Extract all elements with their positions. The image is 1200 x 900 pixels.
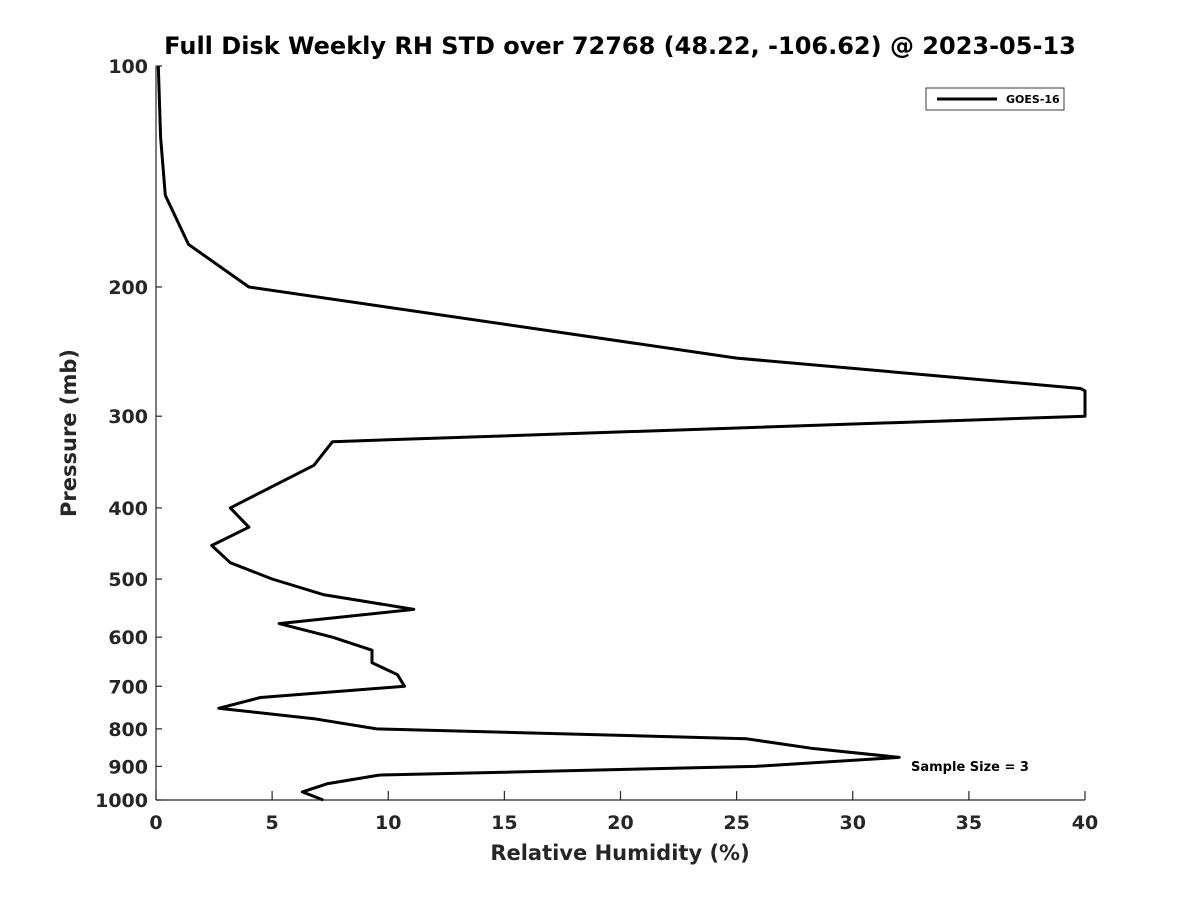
x-tick-label: 15 [491, 812, 517, 834]
x-tick-label: 35 [956, 812, 982, 834]
x-axis-label: Relative Humidity (%) [490, 841, 749, 865]
y-tick-label: 800 [108, 719, 148, 741]
x-tick-label: 0 [149, 812, 162, 834]
legend-label: GOES-16 [1006, 93, 1060, 106]
x-tick-label: 10 [375, 812, 401, 834]
legend: GOES-16 [925, 87, 1065, 111]
y-tick-label: 300 [108, 406, 148, 428]
y-axis-label: Pressure (mb) [57, 349, 81, 517]
chart-title: Full Disk Weekly RH STD over 72768 (48.2… [164, 32, 1076, 60]
y-tick-label: 600 [108, 627, 148, 649]
x-tick-label: 20 [607, 812, 633, 834]
x-tick-label: 40 [1072, 812, 1098, 834]
x-tick-label: 30 [840, 812, 866, 834]
y-tick-label: 400 [108, 498, 148, 520]
y-tick-label: 200 [108, 277, 148, 299]
x-ticks: 0 5 10 15 20 25 30 35 40 [149, 791, 1098, 834]
y-tick-label: 100 [108, 56, 148, 78]
series-layer [156, 65, 1087, 802]
y-ticks: 100 200 300 400 500 600 700 800 900 1000 [95, 56, 162, 812]
y-tick-label: 500 [108, 569, 148, 591]
x-tick-label: 5 [266, 812, 279, 834]
x-tick-label: 25 [723, 812, 749, 834]
plot-area: 0 5 10 15 20 25 30 35 40 100 200 300 400 500 600 700 80… [95, 56, 1098, 834]
y-tick-label: 1000 [95, 790, 148, 812]
y-tick-label: 700 [108, 676, 148, 698]
series-line-goes-16 [156, 65, 1087, 802]
sample-size-annotation: Sample Size = 3 [911, 760, 1029, 775]
y-tick-label: 900 [108, 756, 148, 778]
